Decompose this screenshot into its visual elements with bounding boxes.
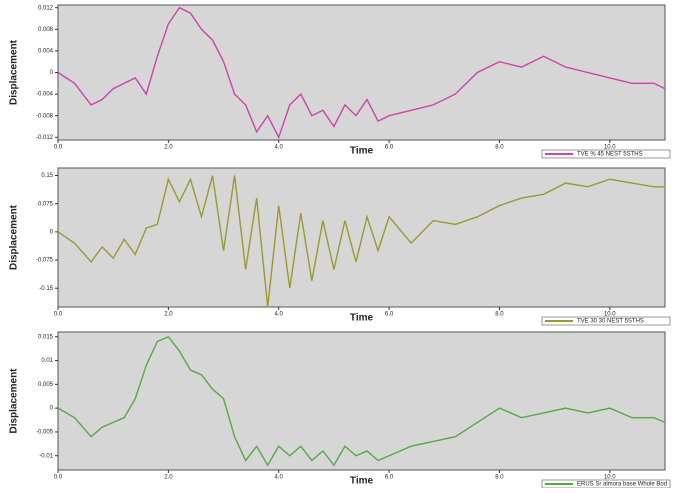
y-tick-label: -0.01 xyxy=(39,453,53,459)
y-tick-label: 0.008 xyxy=(38,27,54,33)
x-tick-label: 0.0 xyxy=(54,145,63,151)
y-tick-label: 0 xyxy=(50,406,54,412)
x-tick-label: 6.0 xyxy=(385,145,394,151)
y-axis-title: Displacement xyxy=(9,368,20,434)
x-axis-title: Time xyxy=(350,146,374,157)
data-line xyxy=(57,6,666,140)
x-tick-label: 2.0 xyxy=(164,312,173,318)
x-tick-label: 10.0 xyxy=(604,145,616,151)
y-axis-title: Displacement xyxy=(9,39,20,105)
x-tick-label: 2.0 xyxy=(164,475,173,481)
plot-area xyxy=(57,331,666,471)
legend-label: ERUS Sr almora base Whole Bod xyxy=(577,482,667,488)
y-tick-label: -0.15 xyxy=(39,286,53,292)
x-tick-label: 6.0 xyxy=(385,475,394,481)
x-tick-label: 2.0 xyxy=(164,145,173,151)
x-tick-label: 8.0 xyxy=(495,312,504,318)
legend-label: TVE 30 30 NEST 5STHS xyxy=(577,319,644,325)
y-tick-label: 0.075 xyxy=(38,201,54,207)
y-tick-label: -0.004 xyxy=(36,92,54,98)
y-tick-label: 0 xyxy=(50,229,54,235)
x-tick-label: 8.0 xyxy=(495,475,504,481)
y-tick-label: -0.008 xyxy=(36,113,54,119)
x-tick-label: 4.0 xyxy=(275,475,284,481)
y-tick-label: -0.005 xyxy=(36,430,54,436)
legend-box xyxy=(541,316,671,326)
x-tick-label: 8.0 xyxy=(495,145,504,151)
x-tick-label: 10.0 xyxy=(604,312,616,318)
x-tick-label: 4.0 xyxy=(275,145,284,151)
y-tick-label: -0.075 xyxy=(36,258,54,264)
y-tick-label: 0.004 xyxy=(38,48,54,54)
x-axis-title: Time xyxy=(350,313,374,324)
x-tick-label: 0.0 xyxy=(54,475,63,481)
x-tick-label: 0.0 xyxy=(54,312,63,318)
y-tick-label: -0.012 xyxy=(36,135,54,141)
y-axis-title: Displacement xyxy=(9,204,20,270)
x-tick-label: 4.0 xyxy=(275,312,284,318)
y-tick-label: 0.012 xyxy=(38,5,54,11)
data-line xyxy=(57,175,665,308)
y-tick-label: 0.005 xyxy=(38,382,54,388)
legend-label: TVE % 45 NEST 5STHS xyxy=(577,152,643,158)
data-line xyxy=(57,335,666,467)
y-tick-label: 0.01 xyxy=(41,358,53,364)
y-tick-label: 0.15 xyxy=(41,173,53,179)
legend-box xyxy=(541,149,671,159)
x-axis-title: Time xyxy=(350,476,374,487)
x-tick-label: 10.0 xyxy=(604,475,616,481)
x-tick-label: 6.0 xyxy=(385,312,394,318)
y-tick-label: 0 xyxy=(50,70,54,76)
plot-area xyxy=(57,4,666,141)
y-tick-label: 0.015 xyxy=(38,334,54,340)
